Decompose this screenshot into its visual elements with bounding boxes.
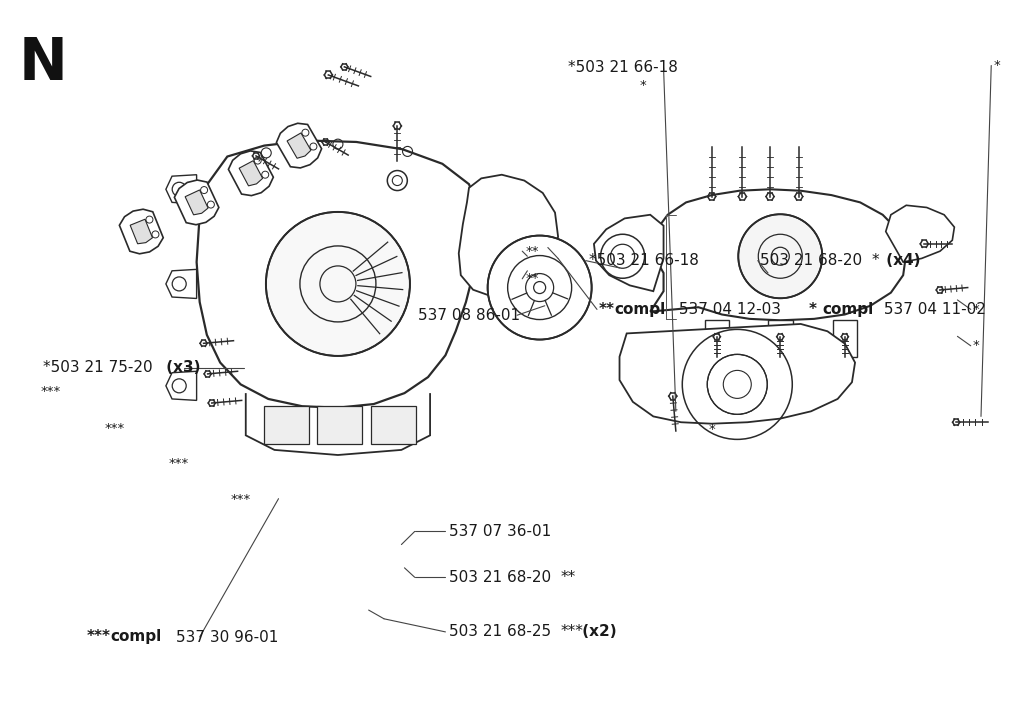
Polygon shape [166, 371, 197, 400]
Text: *: * [993, 59, 1000, 72]
Polygon shape [620, 324, 855, 424]
Text: compl: compl [111, 630, 162, 644]
Polygon shape [768, 320, 793, 357]
Circle shape [266, 212, 410, 356]
Text: *: * [871, 253, 879, 268]
Text: *: * [709, 423, 716, 436]
Circle shape [601, 234, 644, 278]
Text: (x4): (x4) [881, 253, 921, 268]
Text: 503 21 68-25: 503 21 68-25 [449, 625, 551, 639]
Polygon shape [174, 180, 219, 225]
Text: compl: compl [614, 302, 666, 317]
Text: *: * [640, 79, 647, 92]
Polygon shape [166, 269, 197, 298]
Polygon shape [264, 406, 309, 444]
Text: ***: *** [104, 422, 125, 435]
Text: 537 04 12-03: 537 04 12-03 [674, 302, 780, 317]
Text: *: * [973, 303, 980, 316]
Circle shape [738, 214, 822, 298]
Text: 503 21 68-20: 503 21 68-20 [449, 570, 551, 585]
Text: 503 21 68-20: 503 21 68-20 [760, 253, 862, 268]
Polygon shape [594, 215, 664, 291]
Text: (x2): (x2) [577, 625, 616, 639]
Text: 537 30 96-01: 537 30 96-01 [176, 630, 279, 644]
Polygon shape [130, 219, 153, 244]
Polygon shape [317, 406, 362, 444]
Circle shape [487, 236, 592, 339]
Text: *: * [973, 339, 980, 352]
Text: compl: compl [822, 302, 873, 317]
Text: *503 21 66-18: *503 21 66-18 [568, 60, 678, 75]
Text: 537 04 11-02: 537 04 11-02 [879, 302, 985, 317]
Text: *: * [809, 302, 817, 317]
Polygon shape [287, 133, 311, 158]
Polygon shape [276, 123, 322, 168]
Text: **: ** [525, 245, 539, 258]
Circle shape [708, 355, 767, 414]
Text: *503 21 66-18: *503 21 66-18 [589, 253, 698, 268]
Text: ***: *** [87, 630, 111, 644]
Polygon shape [185, 190, 208, 215]
Circle shape [387, 170, 408, 191]
Polygon shape [120, 209, 163, 254]
Polygon shape [650, 189, 906, 320]
Text: **: ** [599, 302, 615, 317]
Text: 537 08 86-01: 537 08 86-01 [418, 308, 520, 323]
Polygon shape [705, 320, 729, 357]
Text: *503 21 75-20: *503 21 75-20 [43, 360, 153, 375]
Polygon shape [886, 205, 954, 262]
Polygon shape [228, 151, 273, 196]
Text: N: N [18, 35, 68, 92]
Polygon shape [371, 406, 416, 444]
Polygon shape [459, 175, 558, 297]
Polygon shape [833, 320, 857, 357]
Text: ***: *** [169, 457, 189, 470]
Text: ***: *** [560, 625, 583, 639]
Text: 537 07 36-01: 537 07 36-01 [449, 524, 551, 539]
Polygon shape [479, 191, 527, 233]
Polygon shape [197, 141, 479, 408]
Text: **: ** [525, 272, 539, 285]
Text: ***: *** [41, 385, 61, 398]
Polygon shape [166, 175, 197, 204]
Text: ***: *** [230, 493, 251, 506]
Polygon shape [240, 161, 262, 186]
Text: (x3): (x3) [161, 360, 201, 375]
Text: **: ** [560, 570, 575, 585]
